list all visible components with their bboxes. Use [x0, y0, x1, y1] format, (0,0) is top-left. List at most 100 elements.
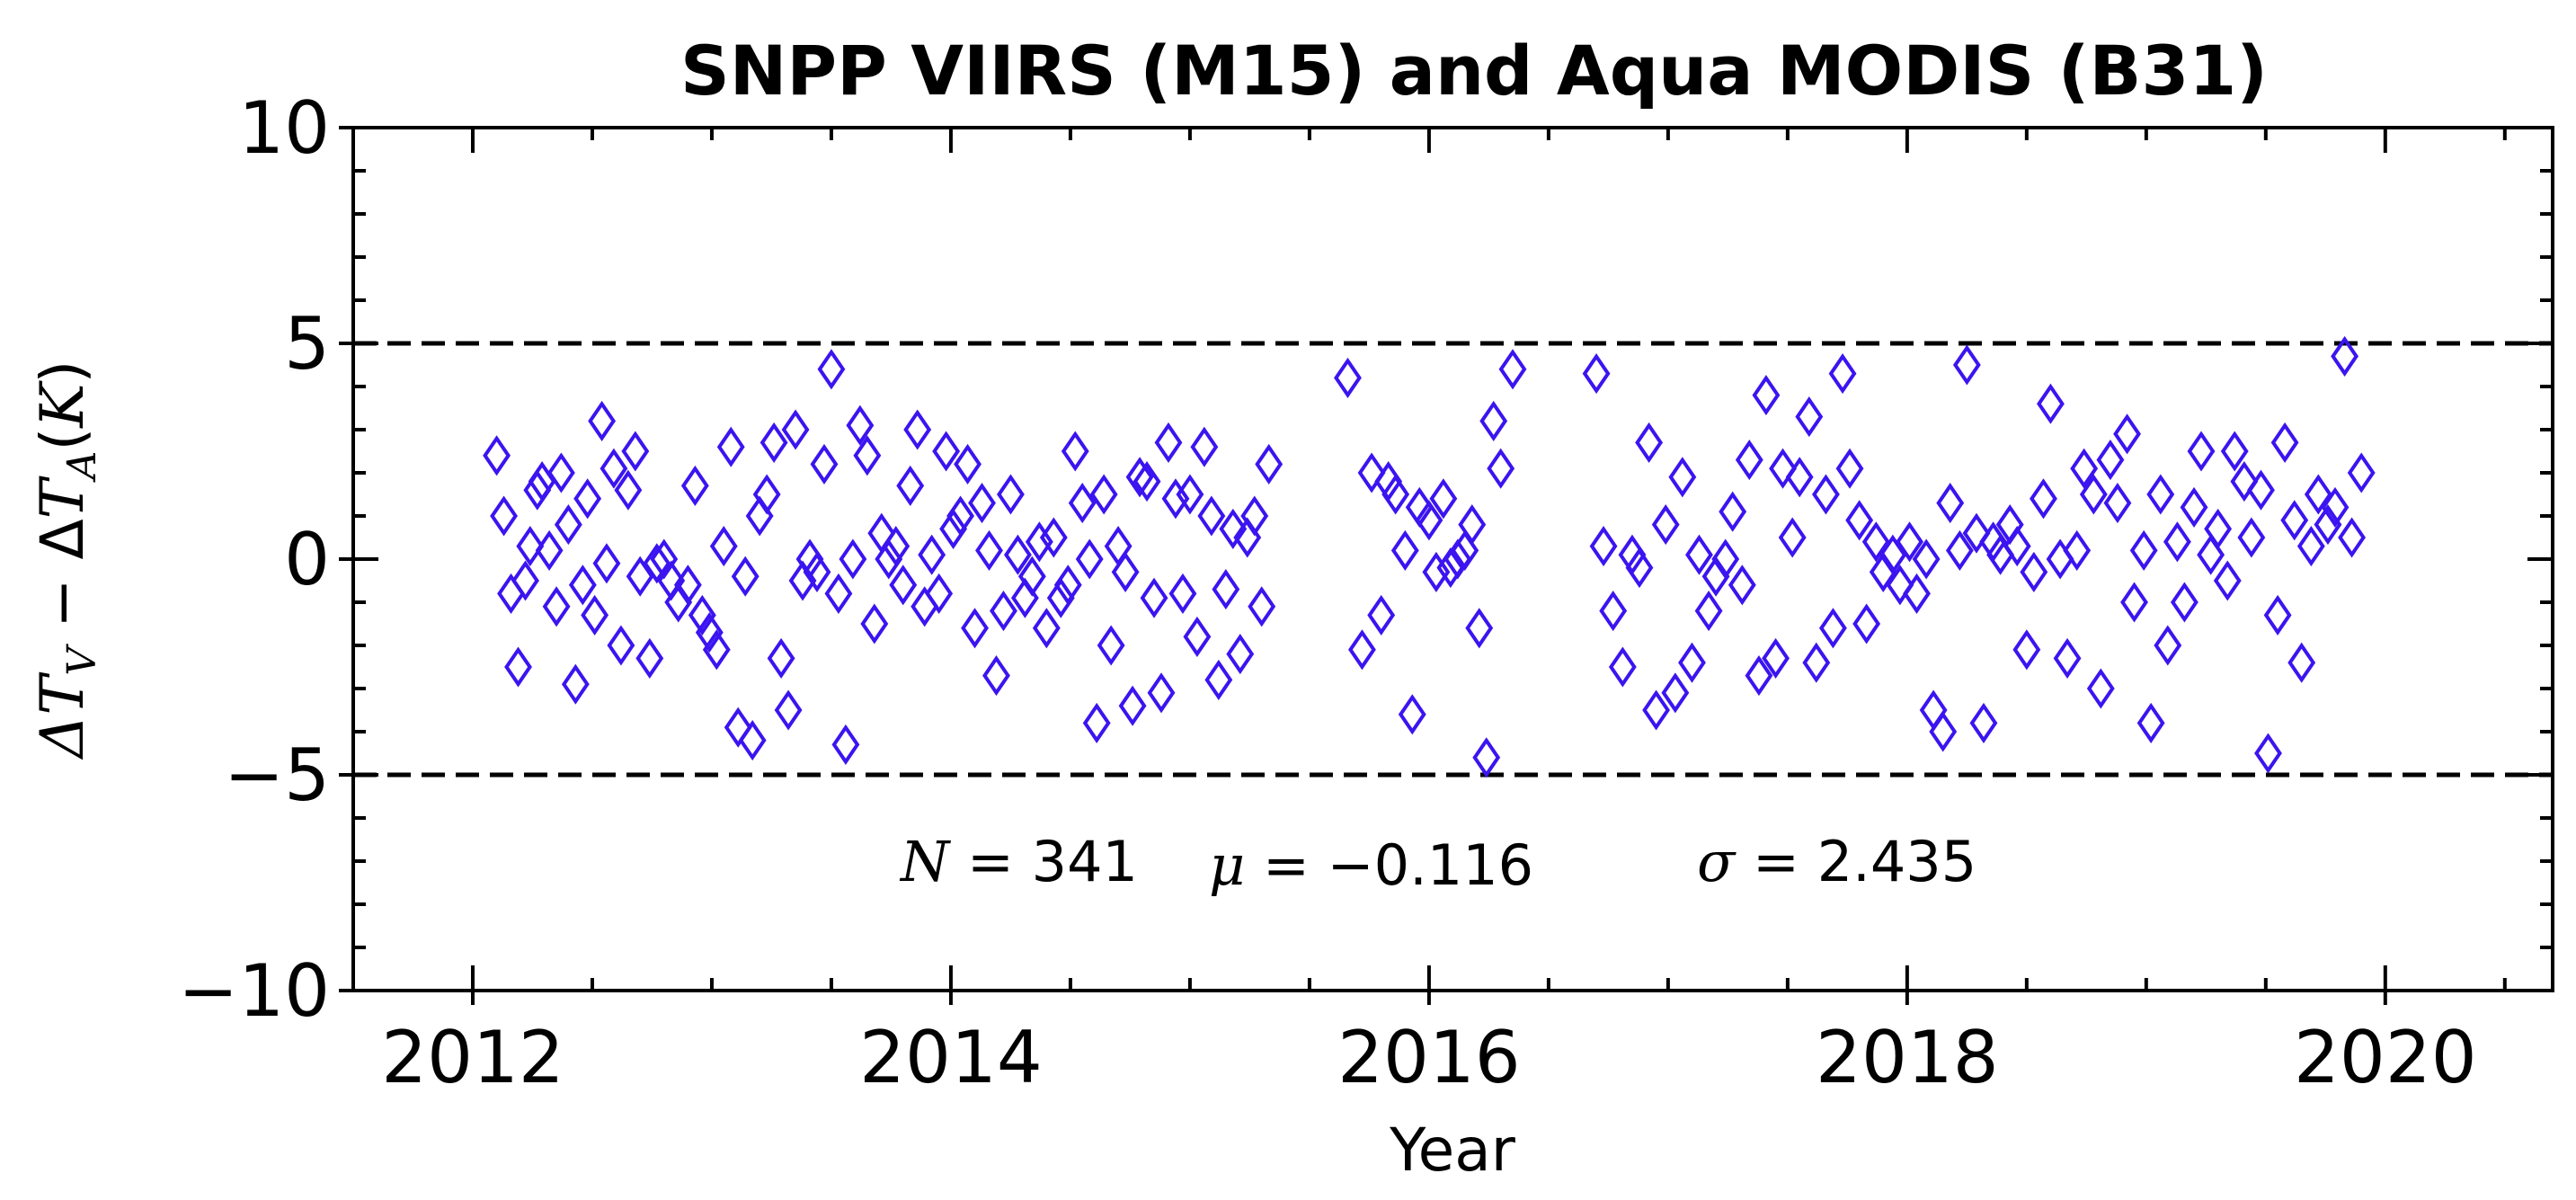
- data-point: [588, 400, 617, 441]
- data-point: [643, 543, 671, 584]
- data-point: [982, 655, 1010, 697]
- data-point: [702, 629, 731, 671]
- data-point: [1745, 655, 1773, 697]
- y-tick-label: −5: [224, 733, 330, 817]
- data-point: [1212, 569, 1240, 610]
- x-tick-label: 2012: [381, 1016, 564, 1099]
- data-point: [1154, 422, 1183, 463]
- data-point: [695, 612, 724, 653]
- data-point: [1025, 521, 1053, 563]
- data-points: [483, 335, 2376, 778]
- data-point: [1204, 659, 1233, 700]
- data-point: [1075, 538, 1104, 580]
- data-point: [1668, 457, 1697, 498]
- data-point: [516, 526, 545, 567]
- data-point: [600, 448, 628, 489]
- data-point: [810, 443, 839, 484]
- data-point: [1828, 353, 1857, 395]
- data-point: [875, 538, 903, 580]
- data-point: [1952, 344, 1981, 386]
- data-point: [1472, 737, 1501, 778]
- data-point: [1678, 642, 1706, 683]
- data-point: [1348, 629, 1376, 671]
- data-point: [2296, 526, 2325, 567]
- data-point: [2270, 422, 2299, 463]
- data-point: [626, 556, 654, 597]
- y-tick-label: 10: [238, 86, 330, 170]
- data-point: [1582, 353, 1611, 395]
- data-point: [2103, 483, 2132, 524]
- data-point: [968, 483, 996, 524]
- data-point: [490, 495, 518, 537]
- data-point: [2136, 702, 2165, 743]
- data-point: [1694, 591, 1723, 632]
- data-point: [752, 474, 781, 515]
- data-point: [1845, 500, 1874, 541]
- chart-title: SNPP VIIRS (M15) and Aqua MODIS (B31): [680, 31, 2268, 111]
- data-point: [573, 478, 602, 520]
- data-point: [1802, 642, 1831, 683]
- data-point: [1415, 500, 1443, 541]
- data-point: [1068, 483, 1097, 524]
- data-point: [2213, 560, 2242, 601]
- data-point: [635, 637, 664, 679]
- data-point: [607, 625, 635, 666]
- data-point: [568, 564, 597, 606]
- data-point: [1003, 534, 1032, 575]
- data-point: [1039, 517, 1068, 558]
- data-point: [831, 724, 860, 765]
- data-point: [939, 508, 968, 549]
- data-point: [803, 551, 831, 592]
- data-point: [1651, 504, 1680, 546]
- data-point: [2154, 625, 2182, 666]
- data-point: [1969, 702, 1998, 743]
- data-point: [2037, 383, 2065, 424]
- data-point: [1422, 551, 1451, 592]
- data-point: [2187, 431, 2216, 472]
- data-point: [1903, 573, 1931, 614]
- data-point: [1125, 457, 1154, 498]
- data-point: [1161, 478, 1190, 520]
- data-point: [2197, 534, 2225, 575]
- y-tick-labels: −10 −5 0 5 10: [178, 86, 330, 1033]
- data-point: [2254, 733, 2282, 774]
- data-point: [2280, 500, 2309, 541]
- data-point: [961, 608, 989, 649]
- x-tick-label: 2020: [2294, 1016, 2477, 1099]
- data-point: [2129, 529, 2158, 571]
- data-point: [1735, 440, 1763, 481]
- x-axis-label: Year: [1389, 1116, 1516, 1185]
- data-point: [1168, 573, 1197, 614]
- data-point: [1945, 529, 1974, 571]
- data-point: [1053, 564, 1082, 606]
- data-point: [1962, 512, 1991, 554]
- data-point: [504, 646, 532, 688]
- data-point: [2096, 440, 2125, 481]
- data-point: [990, 591, 1017, 632]
- data-point: [925, 573, 954, 614]
- x-tick-label: 2014: [859, 1016, 1043, 1099]
- data-point: [781, 409, 810, 450]
- stat-mu: μ = −0.116: [1209, 832, 1533, 898]
- data-point: [1785, 457, 1814, 498]
- data-point: [2053, 637, 2082, 679]
- data-point: [1240, 495, 1269, 537]
- data-point: [1812, 474, 1840, 515]
- data-point: [2003, 526, 2031, 567]
- data-point: [554, 504, 582, 546]
- data-point: [767, 637, 795, 679]
- data-point: [1046, 577, 1075, 618]
- data-point: [592, 543, 621, 584]
- data-point: [1017, 556, 1046, 597]
- data-point: [2220, 431, 2249, 472]
- data-point: [2020, 551, 2048, 592]
- data-point: [903, 409, 932, 450]
- data-point: [2163, 521, 2191, 563]
- data-point: [860, 603, 889, 644]
- data-point: [1147, 672, 1176, 714]
- data-point: [1711, 538, 1740, 580]
- x-tick-labels: 2012 2014 2016 2018 2020: [381, 1016, 2476, 1099]
- data-point: [1061, 431, 1089, 472]
- data-point: [2347, 452, 2376, 493]
- data-point: [614, 469, 643, 511]
